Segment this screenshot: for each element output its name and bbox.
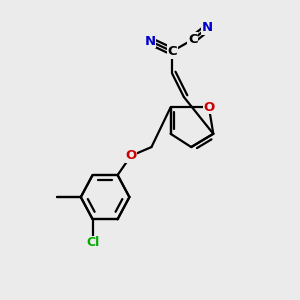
Text: Cl: Cl	[86, 236, 99, 249]
Text: C: C	[188, 33, 197, 46]
Text: N: N	[144, 34, 156, 48]
Text: C: C	[167, 45, 177, 58]
Text: O: O	[125, 149, 136, 162]
Text: O: O	[203, 101, 214, 114]
Text: N: N	[202, 21, 213, 34]
